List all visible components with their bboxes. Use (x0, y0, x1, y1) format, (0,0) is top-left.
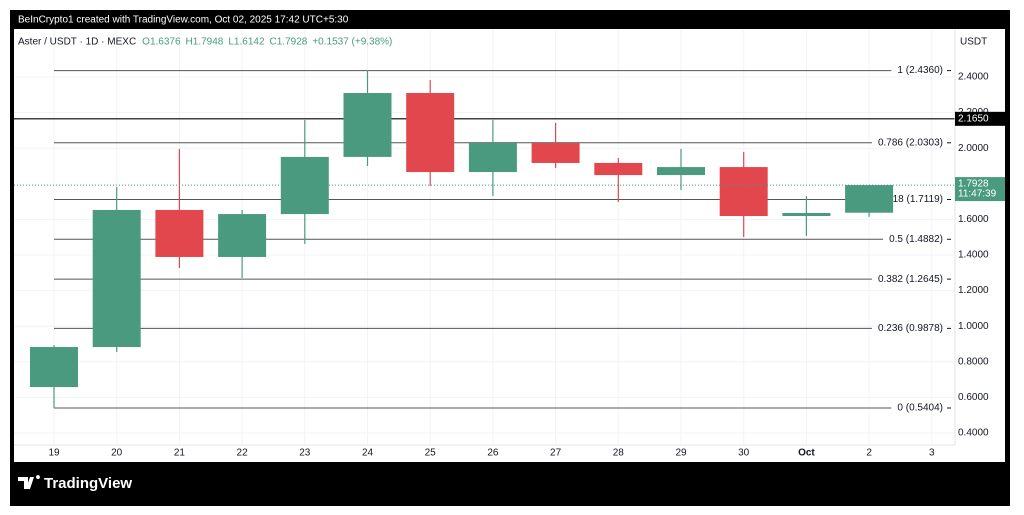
y-tick-label: 0.4000 (958, 428, 989, 439)
y-tick-label: 1.0000 (958, 321, 989, 332)
candle-body (719, 167, 768, 217)
candle-body (218, 214, 267, 257)
fib-label: 0 (0.5404) (897, 403, 943, 414)
x-tick-label: 23 (299, 448, 311, 459)
ohlc-value: H1.7948 (186, 37, 224, 48)
candle-body (343, 93, 392, 157)
ohlc-value: O1.6376 (142, 37, 181, 48)
candle-body (531, 143, 580, 163)
countdown: 11:47:39 (958, 189, 997, 200)
candle-body (406, 93, 455, 173)
x-tick-label: 30 (738, 448, 750, 459)
candle-body (782, 212, 831, 217)
x-tick-label: 28 (613, 448, 625, 459)
y-tick-label: 0.6000 (958, 392, 989, 403)
x-tick-label: 25 (425, 448, 437, 459)
y-tick-label: 0.8000 (958, 356, 989, 367)
x-tick-label: 27 (550, 448, 562, 459)
fib-label: 0.786 (2.0303) (878, 137, 943, 148)
brand-logo (18, 475, 40, 489)
x-tick-label: 21 (174, 448, 186, 459)
y-tick-label: 1.6000 (958, 214, 989, 225)
brand: TradingView (18, 475, 132, 492)
y-tick-label: 1.2000 (958, 285, 989, 296)
fib-label: 0.618 (1.7119) (879, 194, 943, 205)
x-tick-label: 24 (362, 448, 374, 459)
candle-body (30, 347, 78, 388)
brand-name: TradingView (44, 475, 132, 492)
candle-body (845, 185, 894, 213)
ohlc-value: C1.7928 (270, 37, 308, 48)
last-price-label: 1.7928 (958, 179, 989, 190)
y-tick-label: 2.0000 (958, 143, 989, 154)
fib-label: 0.382 (1.2645) (878, 274, 943, 285)
x-tick-label: 26 (487, 448, 499, 459)
price-tag-label: 2.1650 (958, 113, 989, 124)
symbol: Aster / USDT · 1D · MEXC (18, 37, 136, 48)
currency: USDT (960, 37, 987, 48)
x-tick-label: 2 (866, 448, 872, 459)
x-tick-label: 29 (675, 448, 687, 459)
x-tick-label: 19 (48, 448, 60, 459)
x-tick-label: 3 (929, 448, 935, 459)
x-tick-label: 20 (111, 448, 123, 459)
price-tag (955, 111, 1005, 126)
x-tick-label: Oct (798, 448, 815, 459)
fib-label: 1 (2.4360) (897, 65, 943, 76)
change: +0.1537 (+9.38%) (312, 37, 392, 48)
candle-body (92, 209, 141, 348)
fib-label: 0.236 (0.9878) (878, 323, 943, 334)
y-tick-label: 1.4000 (958, 250, 989, 261)
y-tick-label: 2.4000 (958, 72, 989, 83)
credit: BeInCrypto1 created with TradingView.com… (18, 15, 349, 26)
candle-body (594, 162, 643, 176)
candle-body (657, 167, 705, 176)
ohlc-value: L1.6142 (228, 37, 265, 48)
candle-body (468, 143, 517, 173)
candle-body (155, 209, 204, 257)
x-tick-label: 22 (237, 448, 249, 459)
fib-label: 0.5 (1.4882) (889, 234, 943, 245)
last-price-tag (955, 177, 1005, 202)
